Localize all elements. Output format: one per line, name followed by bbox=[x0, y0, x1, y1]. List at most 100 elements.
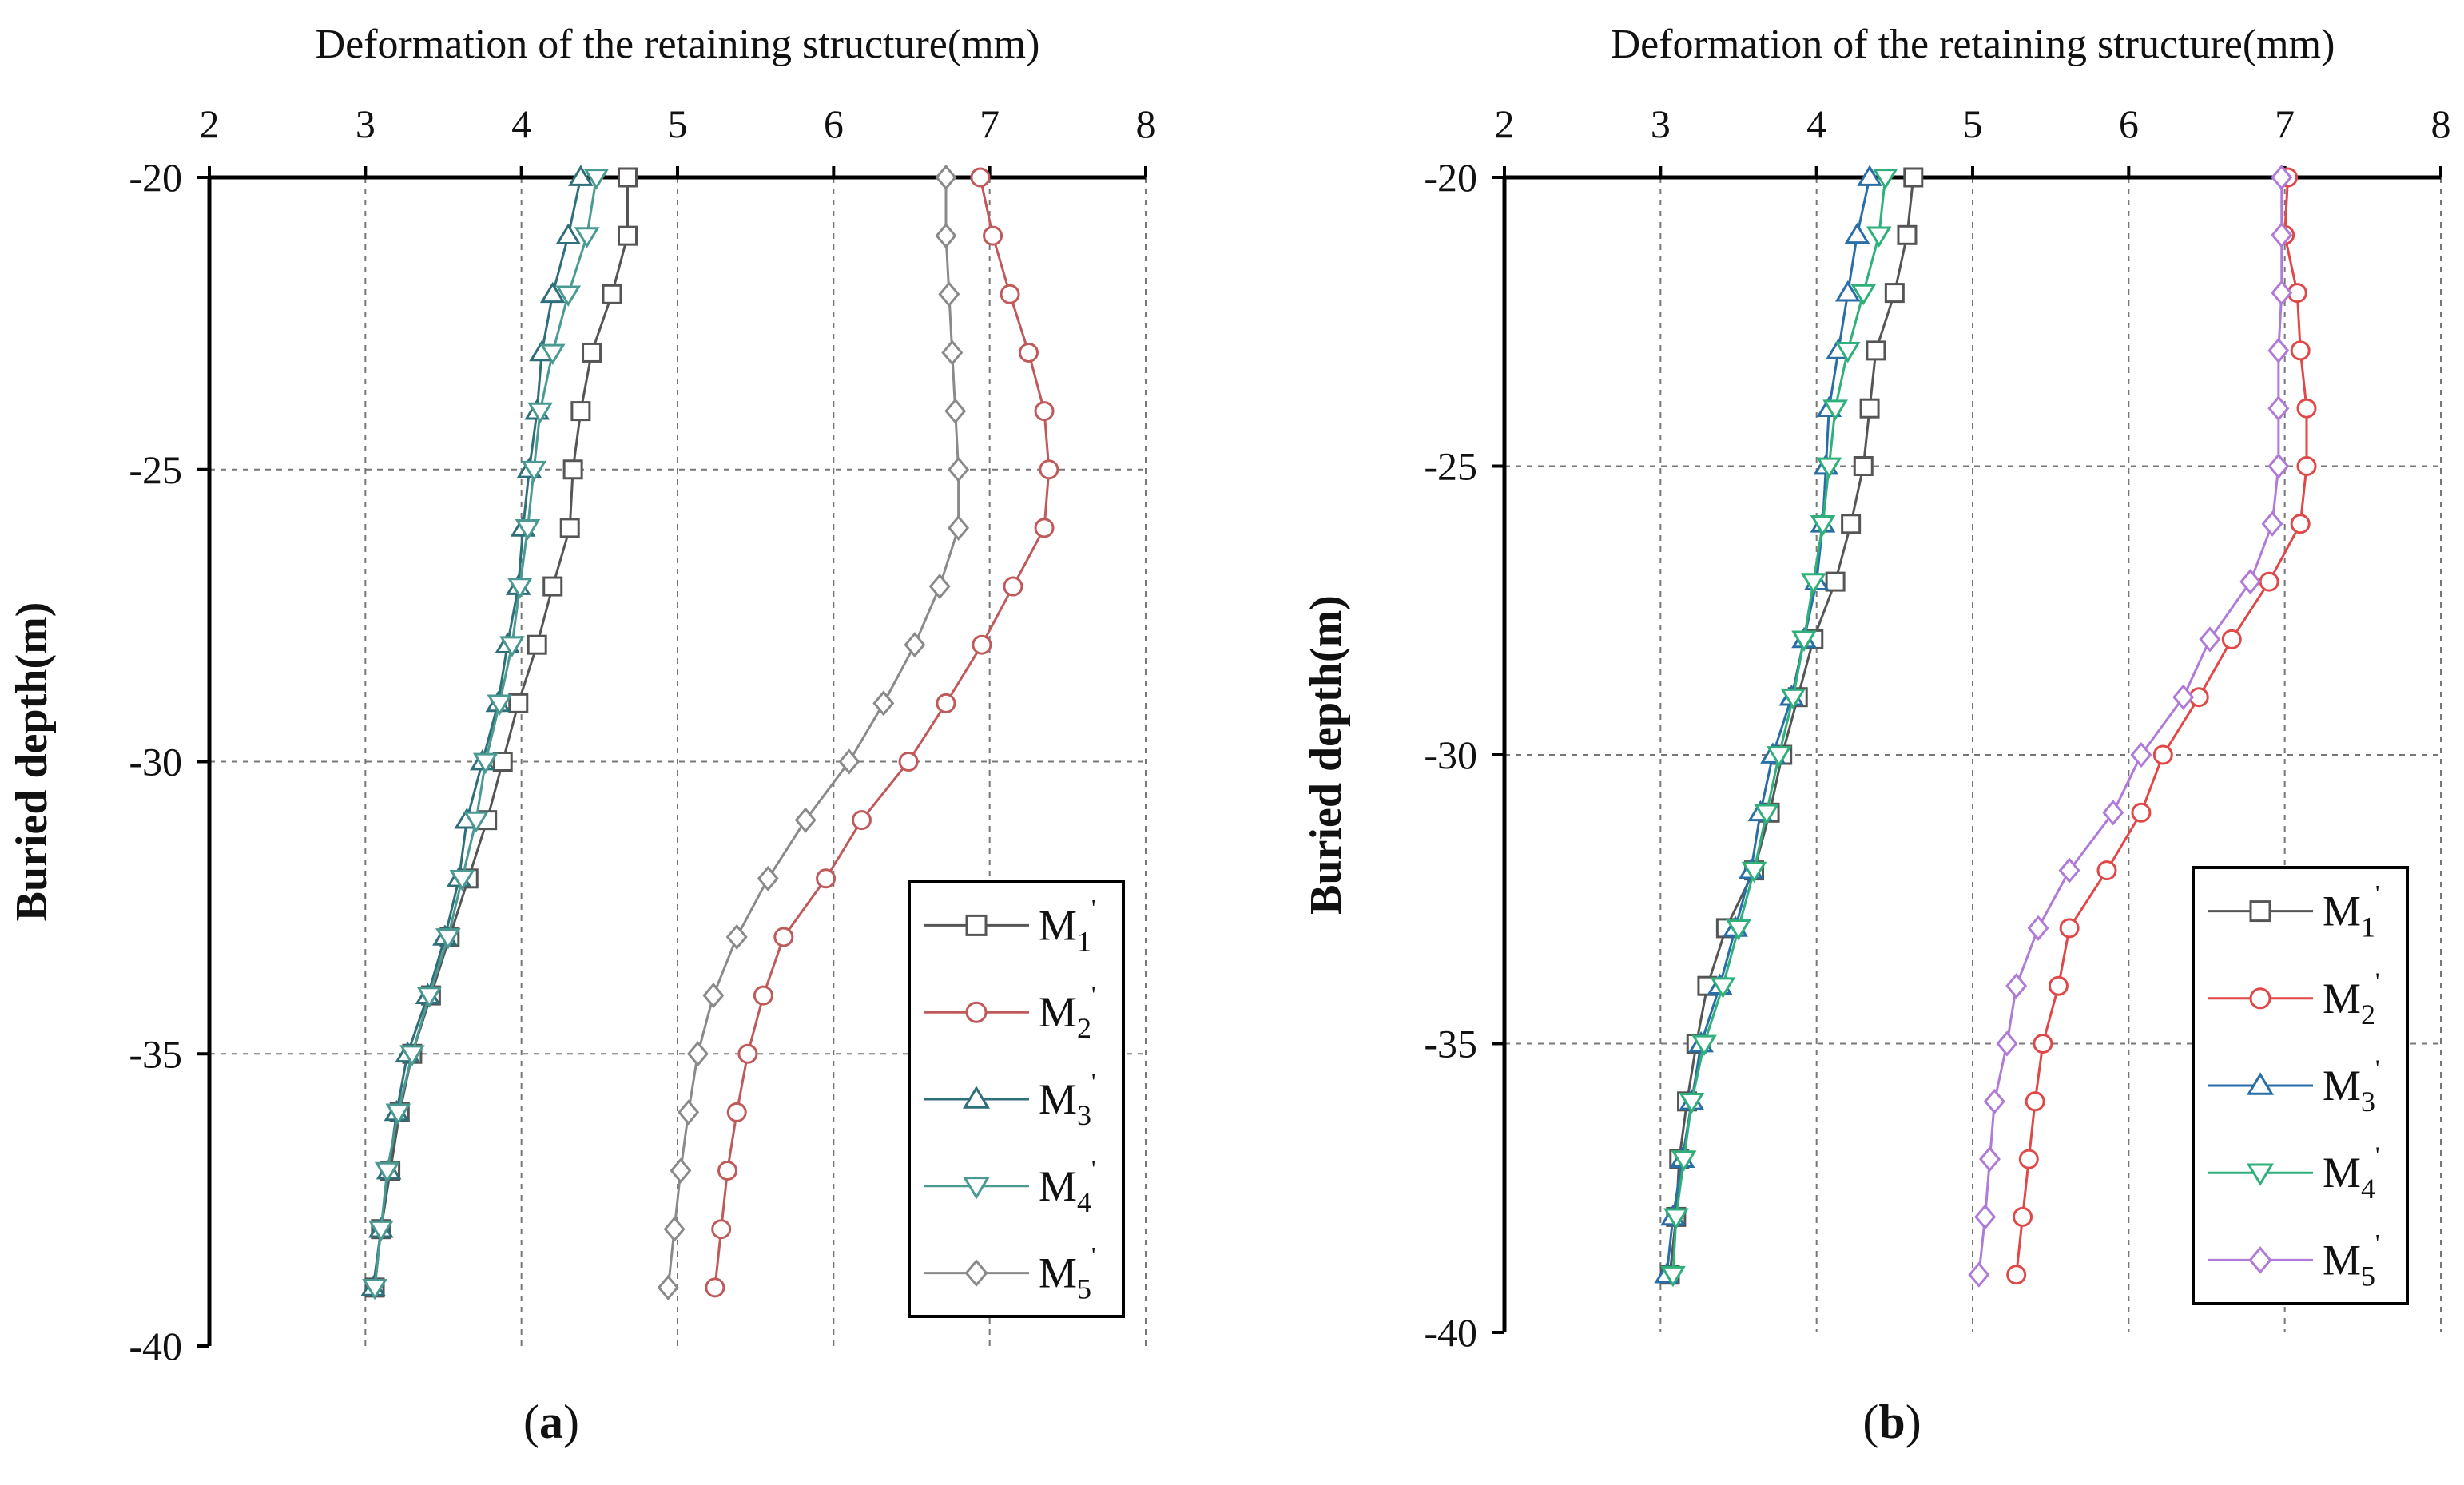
panel-label-close: ) bbox=[563, 1396, 579, 1448]
legend-label-sub: 3 bbox=[1077, 1099, 1091, 1131]
series-line-m4 bbox=[1671, 177, 1887, 1275]
legend-marker bbox=[2249, 987, 2271, 1010]
data-point-m4 bbox=[1726, 919, 1751, 941]
data-point-m1 bbox=[617, 167, 638, 188]
legend-label-sub: 5 bbox=[2361, 1260, 2375, 1292]
data-point-m2 bbox=[2025, 1091, 2045, 1112]
data-point-m4 bbox=[368, 1220, 394, 1242]
y-tick-label: -25 bbox=[129, 447, 182, 492]
legend-label: M2' bbox=[1039, 982, 1095, 1044]
data-point-m5 bbox=[941, 339, 964, 366]
data-point-m2 bbox=[2131, 802, 2152, 823]
legend-label: M1' bbox=[2323, 881, 2379, 943]
x-tick-label: 8 bbox=[2431, 101, 2451, 146]
legend-label-sub: 5 bbox=[1077, 1273, 1091, 1305]
data-point-m5 bbox=[678, 1099, 700, 1126]
x-tick-label: 6 bbox=[2119, 101, 2139, 146]
data-point-m1 bbox=[617, 225, 638, 246]
y-tick-label: -20 bbox=[1424, 155, 1477, 200]
data-point-m1 bbox=[570, 401, 591, 422]
data-point-m5 bbox=[2271, 280, 2293, 306]
x-tick-label: 7 bbox=[2275, 101, 2295, 146]
legend-label: M3' bbox=[1039, 1069, 1095, 1131]
legend-marker bbox=[965, 914, 988, 936]
panel-label-open: ( bbox=[1862, 1396, 1878, 1448]
data-point-m2 bbox=[711, 1219, 732, 1240]
data-point-m2 bbox=[1000, 284, 1020, 304]
x-axis-title: Deformation of the retaining structure(m… bbox=[316, 22, 1040, 67]
legend-label: M5' bbox=[2323, 1229, 2379, 1292]
legend-label-sub: 1 bbox=[1077, 925, 1091, 957]
legend-label-base: M bbox=[1039, 1162, 1077, 1210]
data-point-m5 bbox=[657, 1274, 679, 1300]
legend-marker bbox=[2248, 1246, 2272, 1274]
data-point-m4 bbox=[1850, 284, 1877, 306]
data-point-m2 bbox=[1034, 518, 1055, 538]
legend-label-sub: 2 bbox=[1077, 1012, 1091, 1044]
legend-label-sub: 4 bbox=[2361, 1173, 2375, 1205]
data-point-m2 bbox=[753, 985, 773, 1006]
data-point-m4 bbox=[1741, 861, 1767, 883]
data-point-m1 bbox=[562, 459, 583, 480]
data-point-m2 bbox=[983, 225, 1003, 246]
legend-label-prime: ' bbox=[2375, 1142, 2379, 1169]
data-point-m2 bbox=[2296, 398, 2317, 419]
y-tick-label: -25 bbox=[1424, 444, 1477, 489]
data-point-m2 bbox=[737, 1043, 758, 1064]
data-point-m2 bbox=[2048, 975, 2069, 996]
data-point-m4 bbox=[1822, 399, 1848, 421]
series-line-m3 bbox=[372, 177, 582, 1288]
data-point-m5 bbox=[935, 223, 957, 249]
legend-label-base: M bbox=[1039, 1075, 1077, 1123]
legend-label-prime: ' bbox=[2375, 1055, 2379, 1082]
x-tick-label: 5 bbox=[668, 101, 688, 146]
data-point-m4 bbox=[1872, 169, 1898, 190]
data-point-m5 bbox=[725, 923, 748, 951]
data-point-m2 bbox=[705, 1277, 725, 1298]
data-point-m4 bbox=[499, 636, 525, 657]
data-point-m1 bbox=[508, 693, 529, 713]
legend-marker bbox=[962, 1177, 991, 1200]
panel-label: (b) bbox=[1862, 1396, 1921, 1448]
data-point-m2 bbox=[816, 868, 837, 889]
legend-label: M3' bbox=[2323, 1055, 2379, 1118]
legend-marker bbox=[2246, 1163, 2275, 1186]
x-tick-label: 5 bbox=[1963, 101, 1983, 146]
data-point-m5 bbox=[2027, 915, 2049, 941]
panel-label-letter: a bbox=[539, 1396, 563, 1448]
data-point-m3 bbox=[1844, 222, 1870, 244]
data-point-m2 bbox=[2013, 1206, 2033, 1227]
data-point-m4 bbox=[515, 519, 541, 541]
data-point-m5 bbox=[2005, 973, 2028, 999]
data-point-m5 bbox=[702, 983, 725, 1009]
data-point-m5 bbox=[948, 514, 970, 541]
data-point-m4 bbox=[362, 1279, 387, 1300]
series-line-m4 bbox=[373, 177, 598, 1288]
legend-label-base: M bbox=[2323, 1149, 2361, 1197]
data-point-m2 bbox=[1019, 342, 1039, 363]
chart-panel-b: 2 3 4 5 6 7 8 -20 -25 -30 -35 -40 Deformation of the… bbox=[1302, 22, 2451, 1448]
data-point-m1 bbox=[1866, 340, 1886, 361]
data-point-m5 bbox=[2271, 222, 2293, 248]
data-point-m4 bbox=[1866, 226, 1892, 248]
legend-label-prime: ' bbox=[2375, 1229, 2379, 1256]
data-point-m4 bbox=[1810, 514, 1836, 537]
data-point-m4 bbox=[521, 460, 547, 482]
x-tick-label: 7 bbox=[980, 101, 1000, 146]
y-axis-title: Buried depth(m) bbox=[7, 602, 57, 922]
legend-label-sub: 2 bbox=[2361, 999, 2375, 1030]
data-point-m4 bbox=[507, 578, 533, 599]
data-point-m4 bbox=[449, 869, 475, 891]
legend-label-base: M bbox=[2323, 1236, 2361, 1284]
chart-panel-a: 2 3 4 5 6 7 8 -20 -25 -30 -35 -40 Deformation of the… bbox=[7, 22, 1156, 1448]
data-point-m1 bbox=[542, 576, 563, 597]
legend-label-prime: ' bbox=[1091, 1243, 1095, 1269]
data-point-m2 bbox=[2152, 744, 2173, 765]
data-point-m5 bbox=[1983, 1088, 2005, 1114]
data-point-m2 bbox=[936, 693, 956, 713]
data-point-m1 bbox=[1841, 514, 1862, 534]
data-point-m1 bbox=[1853, 456, 1874, 476]
data-point-m5 bbox=[757, 865, 779, 891]
legend-label-base: M bbox=[1039, 988, 1077, 1036]
